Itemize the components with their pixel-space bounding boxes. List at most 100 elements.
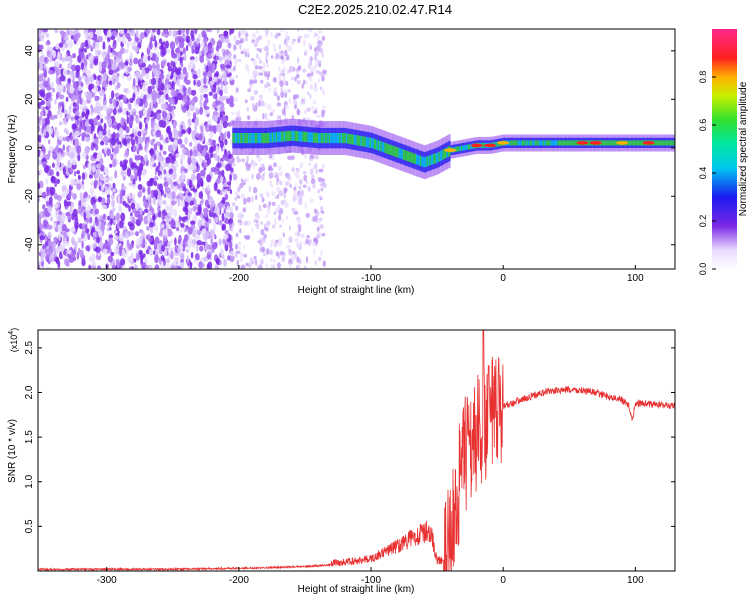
noise-speckle: [86, 205, 91, 212]
noise-speckle: [302, 40, 306, 47]
noise-speckle: [45, 266, 51, 269]
noise-speckle: [317, 189, 321, 194]
noise-speckle: [66, 112, 72, 120]
noise-speckle: [162, 228, 168, 237]
noise-speckle: [150, 36, 154, 42]
ridge-core: [508, 140, 511, 146]
noise-speckle: [159, 183, 163, 192]
noise-speckle: [142, 54, 148, 64]
noise-speckle: [91, 165, 97, 173]
colorbar-ticks: 0.00.20.40.60.8: [698, 71, 716, 275]
noise-speckle: [40, 90, 46, 98]
noise-speckle: [159, 134, 164, 141]
ridge-core: [437, 152, 439, 163]
noise-speckle: [179, 261, 185, 268]
noise-speckle: [236, 195, 241, 199]
noise-speckle: [168, 228, 173, 237]
noise-speckle: [113, 235, 119, 241]
noise-speckle: [224, 138, 228, 146]
noise-speckle: [261, 69, 265, 74]
noise-speckle: [89, 216, 93, 224]
noise-speckle: [233, 35, 238, 42]
noise-speckle: [61, 136, 67, 142]
noise-speckle: [154, 236, 160, 245]
noise-speckle: [63, 36, 69, 42]
noise-speckle: [47, 231, 52, 240]
noise-speckle: [214, 241, 218, 248]
noise-speckle: [318, 71, 324, 77]
noise-speckle: [186, 255, 189, 264]
noise-speckle: [186, 149, 190, 157]
noise-speckle: [55, 44, 60, 50]
noise-speckle: [58, 154, 62, 161]
noise-speckle: [46, 32, 49, 39]
noise-speckle: [56, 178, 60, 184]
noise-speckle: [261, 236, 266, 244]
noise-speckle: [86, 125, 91, 134]
noise-speckle: [177, 29, 182, 36]
noise-speckle: [181, 29, 185, 35]
ridge-core: [520, 140, 522, 146]
noise-speckle: [315, 168, 318, 175]
noise-speckle: [165, 217, 169, 223]
noise-speckle: [47, 39, 50, 44]
noise-speckle: [307, 29, 313, 33]
noise-speckle: [222, 120, 228, 129]
noise-speckle: [158, 152, 162, 157]
noise-speckle: [195, 211, 201, 216]
ridge-core: [657, 140, 660, 146]
noise-speckle: [246, 155, 250, 163]
ridge-core: [524, 140, 526, 146]
noise-speckle: [101, 148, 105, 154]
noise-speckle: [309, 154, 315, 159]
noise-speckle: [147, 264, 153, 269]
noise-speckle: [302, 184, 307, 188]
noise-speckle: [173, 256, 180, 263]
noise-speckle: [84, 223, 88, 230]
noise-speckle: [70, 94, 76, 102]
noise-speckle: [79, 51, 85, 59]
noise-speckle: [170, 250, 174, 260]
noise-speckle: [131, 128, 135, 134]
noise-speckle: [119, 29, 125, 34]
noise-speckle: [83, 48, 87, 53]
noise-speckle: [165, 156, 171, 164]
noise-speckle: [132, 77, 136, 87]
noise-speckle: [273, 211, 276, 215]
ridge-core: [389, 144, 392, 155]
noise-speckle: [274, 220, 277, 226]
noise-speckle: [294, 104, 297, 110]
noise-speckle: [141, 68, 146, 77]
noise-speckle: [277, 172, 282, 176]
noise-speckle: [178, 215, 182, 221]
noise-speckle: [199, 245, 204, 252]
ridge-core: [287, 130, 290, 142]
noise-speckle: [138, 175, 142, 182]
noise-speckle: [122, 175, 126, 181]
noise-speckle: [74, 221, 79, 230]
noise-speckle: [216, 124, 223, 133]
ridge-core: [274, 132, 277, 143]
noise-speckle: [156, 165, 160, 173]
noise-speckle: [221, 169, 225, 177]
x-tick-label: -100: [361, 575, 381, 586]
noise-speckle: [80, 44, 83, 49]
noise-speckle: [206, 157, 211, 165]
noise-speckle: [86, 210, 91, 219]
noise-speckle: [57, 260, 61, 269]
noise-speckle: [201, 197, 204, 204]
noise-speckle: [120, 117, 125, 127]
ridge-core: [549, 140, 552, 146]
snr-frame: [37, 329, 676, 572]
noise-speckle: [214, 72, 218, 78]
noise-speckle: [297, 66, 300, 71]
noise-speckle: [230, 250, 235, 257]
noise-speckle: [39, 169, 42, 176]
ridge-core: [402, 149, 405, 160]
ridge-core: [441, 150, 443, 161]
x-tick-label: -200: [229, 273, 249, 284]
ridge-core: [331, 133, 333, 144]
noise-speckle: [296, 256, 300, 264]
ridge-core: [561, 140, 563, 146]
noise-speckle: [293, 189, 298, 194]
